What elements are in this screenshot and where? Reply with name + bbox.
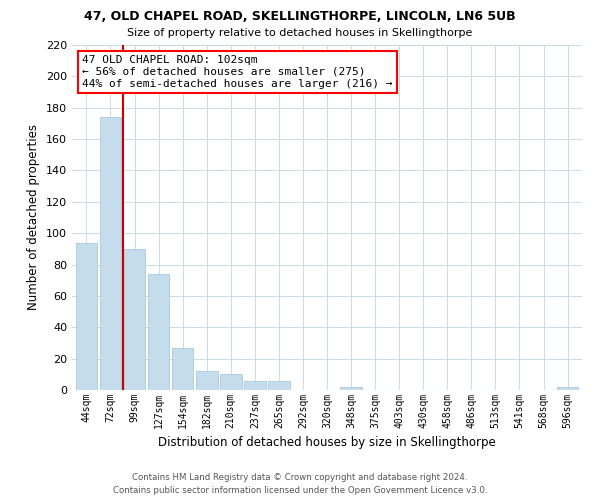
Bar — [148, 274, 169, 390]
Bar — [124, 249, 145, 390]
Bar — [268, 380, 290, 390]
Text: 47 OLD CHAPEL ROAD: 102sqm
← 56% of detached houses are smaller (275)
44% of sem: 47 OLD CHAPEL ROAD: 102sqm ← 56% of deta… — [82, 56, 392, 88]
Bar — [557, 387, 578, 390]
Bar — [340, 387, 362, 390]
Bar — [172, 348, 193, 390]
Bar — [244, 380, 266, 390]
X-axis label: Distribution of detached houses by size in Skellingthorpe: Distribution of detached houses by size … — [158, 436, 496, 450]
Bar — [196, 371, 218, 390]
Bar — [100, 117, 121, 390]
Bar — [220, 374, 242, 390]
Text: Contains HM Land Registry data © Crown copyright and database right 2024.
Contai: Contains HM Land Registry data © Crown c… — [113, 474, 487, 495]
Y-axis label: Number of detached properties: Number of detached properties — [28, 124, 40, 310]
Bar — [76, 242, 97, 390]
Text: 47, OLD CHAPEL ROAD, SKELLINGTHORPE, LINCOLN, LN6 5UB: 47, OLD CHAPEL ROAD, SKELLINGTHORPE, LIN… — [84, 10, 516, 23]
Text: Size of property relative to detached houses in Skellingthorpe: Size of property relative to detached ho… — [127, 28, 473, 38]
